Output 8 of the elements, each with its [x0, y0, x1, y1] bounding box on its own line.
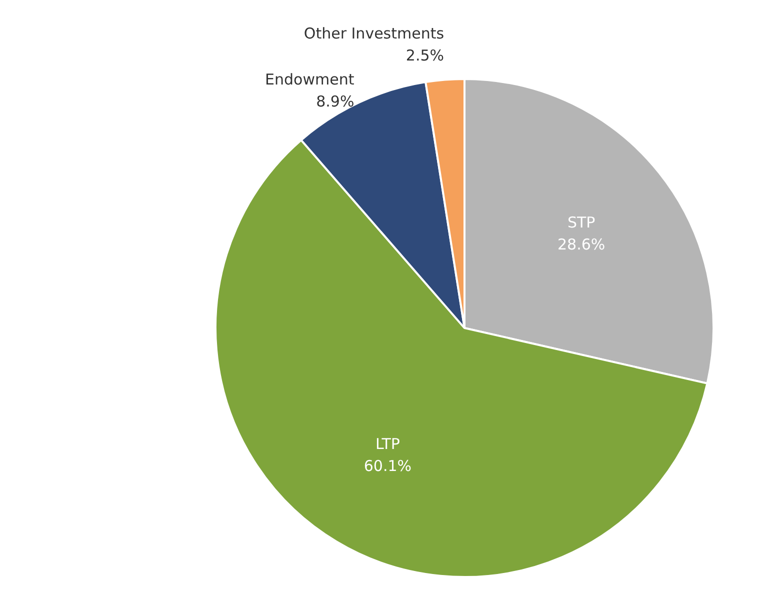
slice-label: LTP: [375, 435, 400, 454]
data-label: 60.1%: [364, 457, 412, 476]
data-label: 2.5%: [406, 46, 444, 65]
slice-label: Other Investments: [304, 24, 444, 43]
slice-label: Endowment: [265, 70, 354, 88]
slice-label: STP: [567, 214, 596, 232]
data-label: 28.6%: [557, 236, 606, 254]
data-label: 8.9%: [316, 92, 354, 110]
